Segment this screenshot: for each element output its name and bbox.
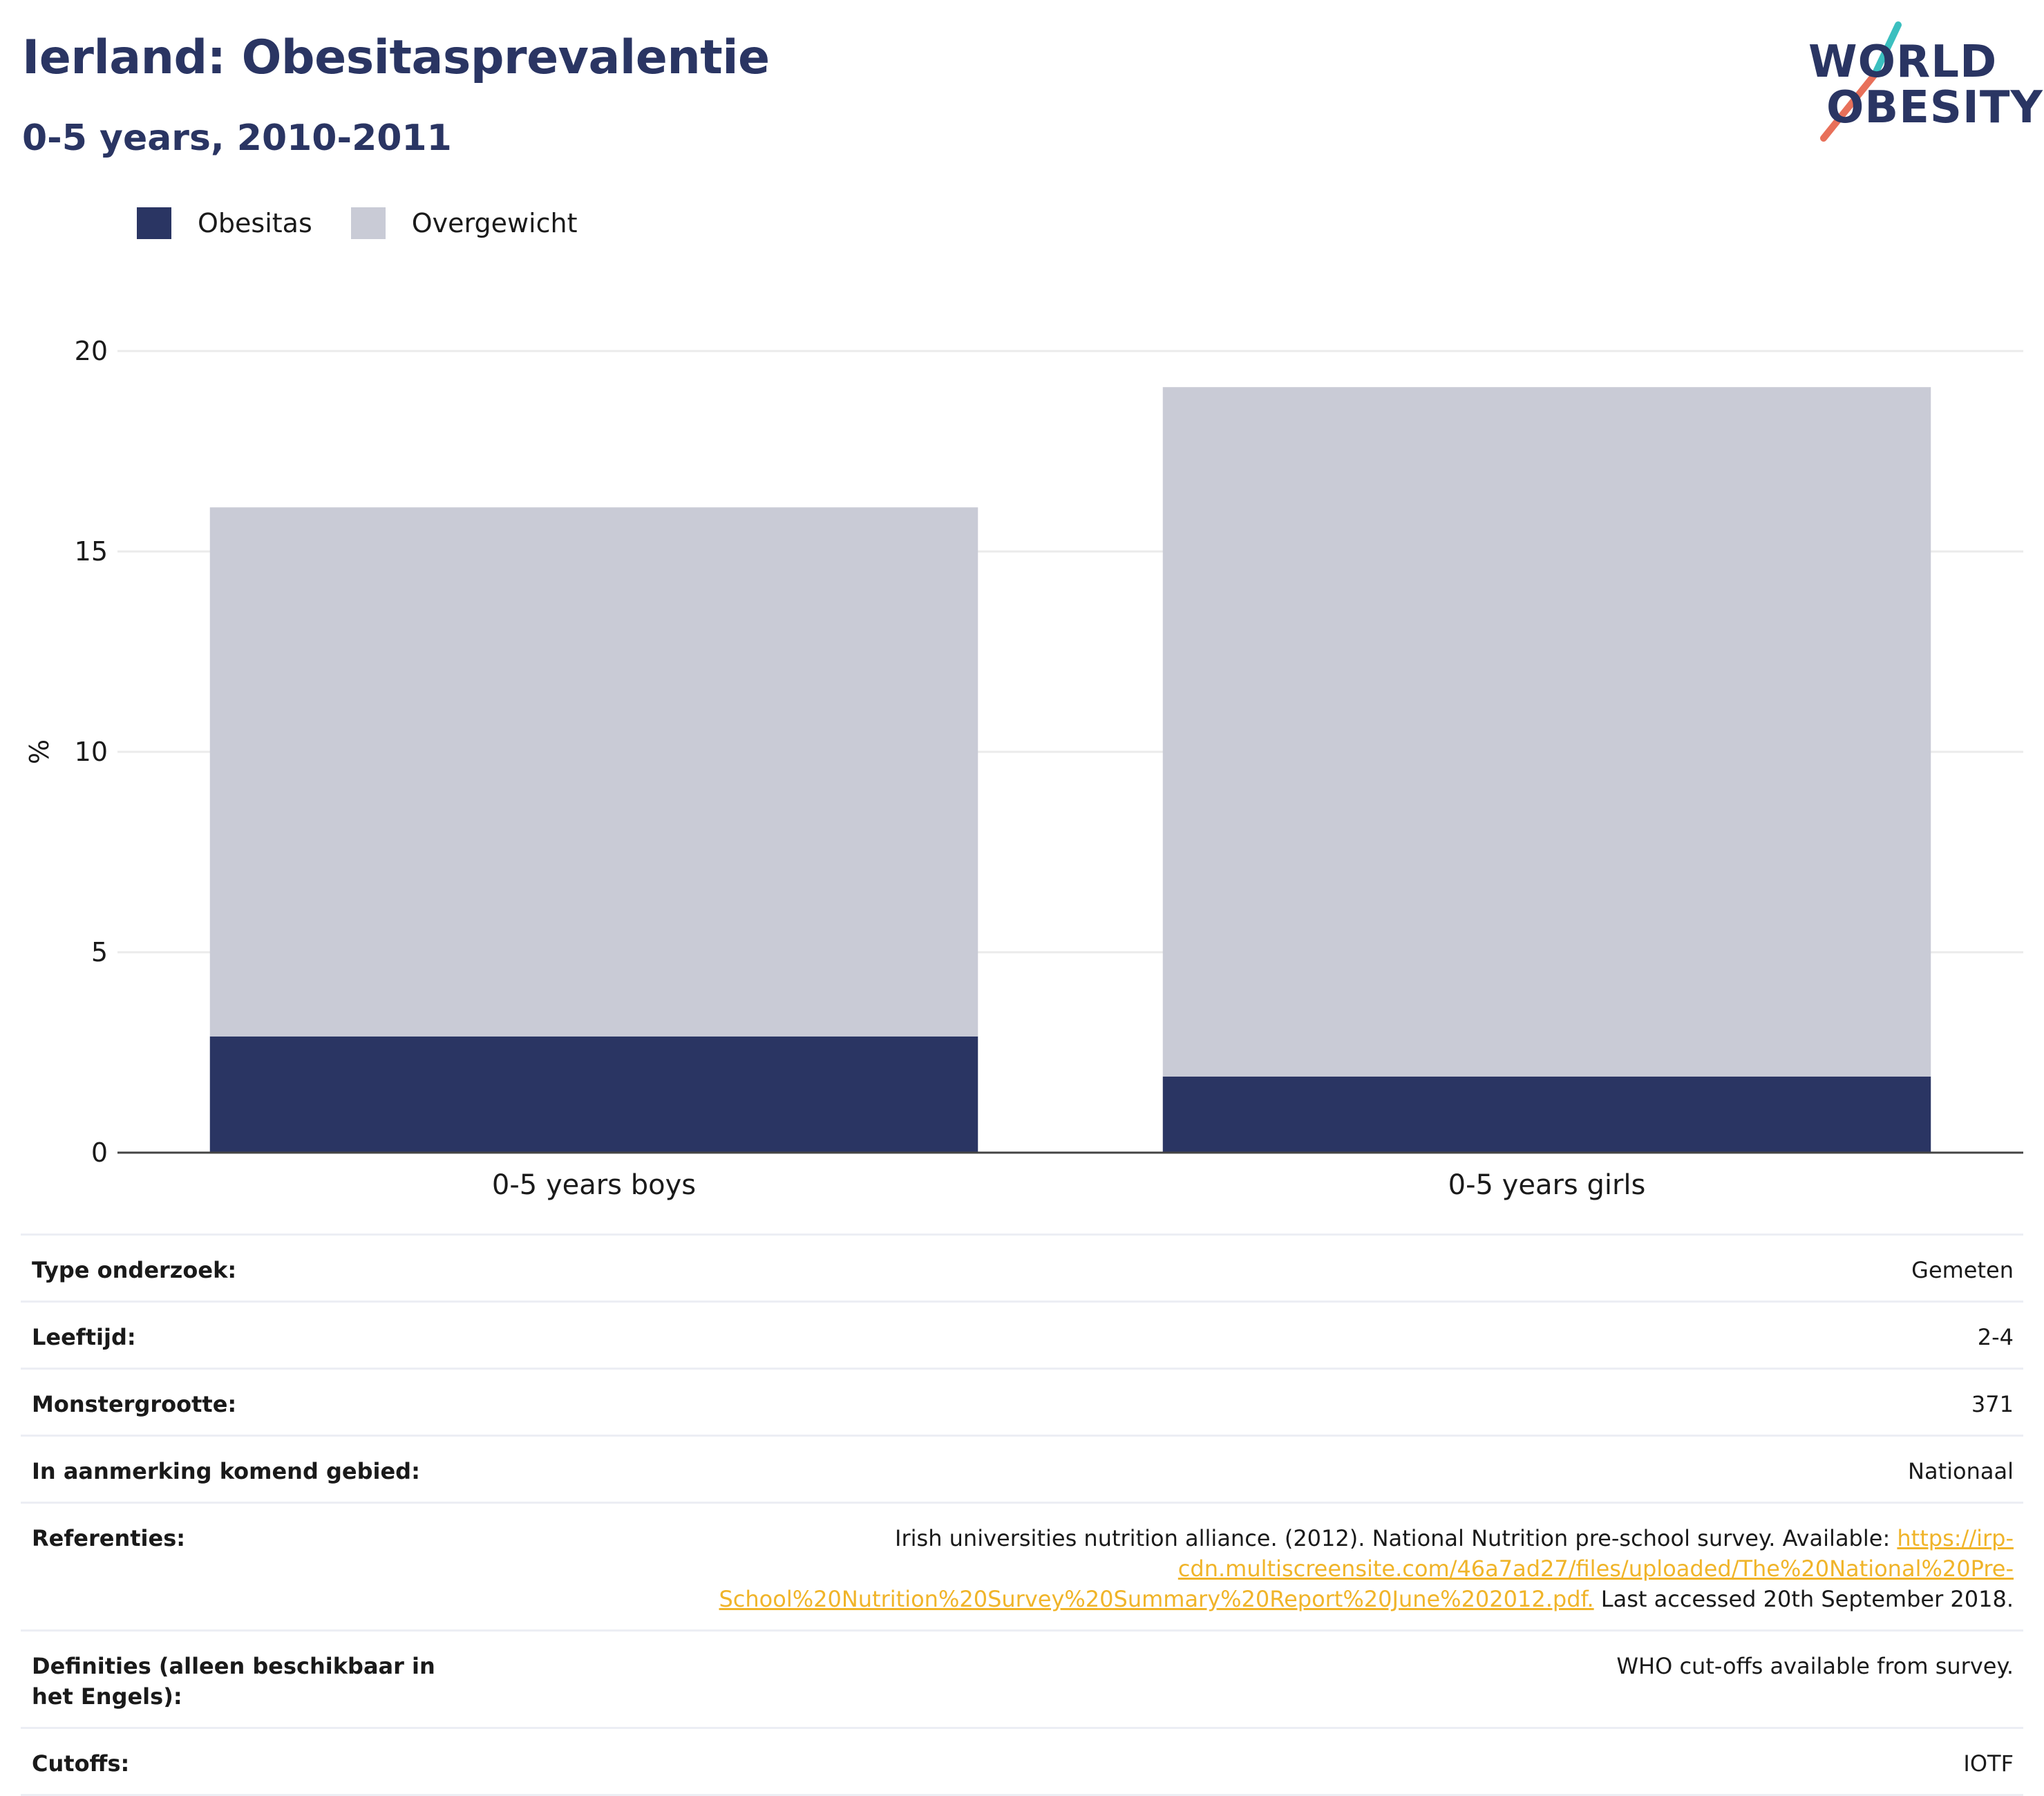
y-tick-label: 0: [91, 1137, 108, 1168]
info-value: 2-4: [1977, 1324, 2014, 1350]
page-title: Ierland: Obesitasprevalentie: [22, 30, 770, 85]
references-text: Irish universities nutrition alliance. (…: [659, 1523, 2014, 1614]
info-row-age: Leeftijd: 2-4: [21, 1303, 2023, 1370]
legend-label-overgewicht: Overgewicht: [411, 208, 578, 238]
stacked-bar-chart: 0 5 10 15 20% 0-5 years boys 0-5 years girls: [24, 336, 2023, 1201]
bar-overgewicht-2: [1162, 387, 1931, 1077]
info-label: In aanmerking komend gebied:: [32, 1458, 420, 1484]
info-row-cutoffs: Cutoffs: IOTF: [21, 1729, 2023, 1796]
bar-overgewicht-1: [209, 507, 978, 1037]
info-row-definitions: Definities (alleen beschikbaar in het En…: [21, 1632, 2023, 1729]
legend-swatch-obesitas: [137, 207, 171, 239]
bar-obesitas-1: [209, 1036, 978, 1153]
info-label: Leeftijd:: [32, 1324, 136, 1350]
info-value: 371: [1971, 1391, 2014, 1417]
info-value: Nationaal: [1908, 1458, 2014, 1484]
info-table: Type onderzoek: Gemeten Leeftijd: 2-4 Mo…: [21, 1233, 2023, 1796]
x-tick-label: 0-5 years girls: [1448, 1169, 1646, 1201]
y-tick-label: 5: [91, 937, 108, 967]
legend-item-overgewicht[interactable]: Overgewicht: [350, 207, 578, 239]
info-label: Referenties:: [32, 1525, 186, 1551]
info-label: Definities (alleen beschikbaar in het En…: [32, 1653, 435, 1710]
x-tick-label: 0-5 years boys: [492, 1169, 696, 1201]
info-row-sample-size: Monstergrootte: 371: [21, 1370, 2023, 1437]
chart-legend: Obesitas Overgewicht: [137, 206, 616, 240]
y-tick-label: 15: [75, 536, 108, 567]
y-tick-label: 10: [75, 737, 108, 767]
legend-item-obesitas[interactable]: Obesitas: [137, 207, 312, 239]
page-subtitle: 0-5 years, 2010-2011: [22, 117, 452, 159]
world-obesity-logo[interactable]: WORLD OBESITY: [1800, 19, 2043, 144]
info-value: Gemeten: [1911, 1257, 2014, 1283]
references-text-after: Last accessed 20th September 2018.: [1593, 1586, 2014, 1612]
logo-line2: OBESITY: [1826, 82, 2043, 133]
legend-label-obesitas: Obesitas: [198, 208, 312, 238]
bar-obesitas-2: [1162, 1076, 1931, 1153]
references-text-before: Irish universities nutrition alliance. (…: [895, 1525, 1898, 1551]
reference-link[interactable]: https://irp-cdn.multiscreensite.com/46a7…: [719, 1525, 2014, 1612]
info-value: IOTF: [1963, 1750, 2014, 1777]
info-label: Monstergrootte:: [32, 1391, 237, 1417]
info-row-area: In aanmerking komend gebied: Nationaal: [21, 1437, 2023, 1504]
info-row-type: Type onderzoek: Gemeten: [21, 1236, 2023, 1303]
legend-swatch-overgewicht: [350, 207, 386, 239]
info-value: WHO cut-offs available from survey.: [1616, 1653, 2014, 1679]
info-row-references: Referenties: Irish universities nutritio…: [21, 1504, 2023, 1632]
y-axis-label: %: [24, 739, 55, 764]
logo-slash-icon: [1820, 21, 1902, 142]
y-tick-label: 20: [75, 336, 108, 366]
info-label: Cutoffs:: [32, 1750, 130, 1777]
logo-line1: WORLD: [1808, 37, 1998, 88]
info-label: Type onderzoek:: [32, 1257, 237, 1283]
